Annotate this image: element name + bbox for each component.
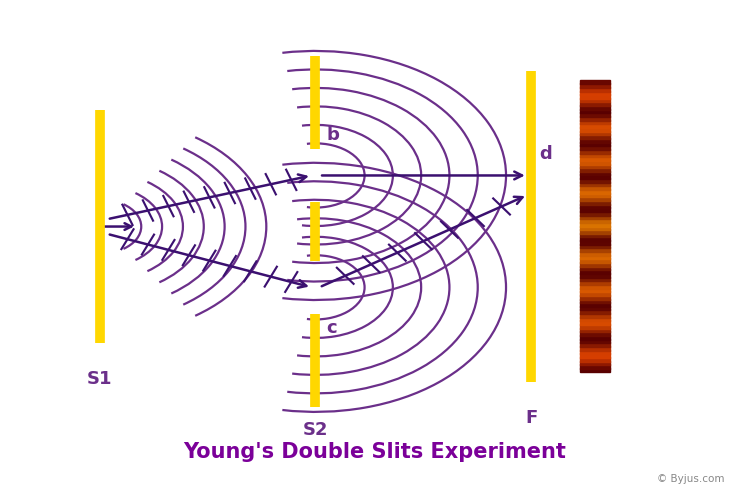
Bar (580, 91, 610, 95)
Bar (580, 320, 610, 325)
Bar (580, 346, 610, 351)
Bar (580, 269, 610, 274)
Bar (580, 98, 610, 102)
Bar (580, 200, 610, 205)
Bar (580, 171, 610, 176)
Bar (580, 342, 610, 347)
Bar (580, 357, 610, 362)
Bar (580, 127, 610, 132)
Bar (580, 178, 610, 183)
Bar (580, 240, 610, 245)
Bar (580, 189, 610, 194)
Bar (580, 207, 610, 212)
Bar (580, 116, 610, 121)
Bar (580, 273, 610, 277)
Bar (580, 87, 610, 92)
Bar (580, 105, 610, 110)
Bar (580, 211, 610, 215)
Bar (580, 123, 610, 128)
Bar (580, 251, 610, 256)
Bar (580, 350, 610, 354)
Bar (580, 324, 610, 329)
Bar (580, 218, 610, 223)
Bar (580, 182, 610, 186)
Bar (580, 153, 610, 157)
Bar (580, 266, 610, 270)
Bar (580, 302, 610, 307)
Bar (580, 215, 610, 219)
Bar (580, 262, 610, 267)
Bar (580, 163, 610, 168)
Bar (580, 328, 610, 332)
Text: S2: S2 (303, 421, 328, 439)
Bar (580, 80, 610, 84)
Bar (580, 94, 610, 99)
Bar (580, 156, 610, 161)
Text: d: d (538, 145, 551, 163)
Bar (580, 313, 610, 318)
Bar (580, 193, 610, 197)
Bar (580, 101, 610, 106)
Bar (580, 291, 610, 296)
Bar (580, 309, 610, 314)
Bar (580, 149, 610, 154)
Bar (580, 277, 610, 281)
Text: S1: S1 (87, 370, 112, 388)
Bar (580, 145, 610, 150)
Bar (580, 247, 610, 252)
Bar (580, 175, 610, 179)
Bar (580, 229, 610, 234)
Bar (580, 138, 610, 143)
Bar (580, 222, 610, 226)
Bar (580, 134, 610, 139)
Bar (580, 109, 610, 114)
Bar (580, 332, 610, 336)
Bar (580, 364, 610, 369)
Bar (580, 185, 610, 190)
Bar (580, 353, 610, 358)
Bar (580, 361, 610, 365)
Text: Young's Double Slits Experiment: Young's Double Slits Experiment (184, 442, 566, 462)
Bar (580, 306, 610, 310)
Bar (580, 160, 610, 164)
Bar (580, 335, 610, 339)
Bar (580, 167, 610, 172)
Text: F: F (525, 409, 538, 427)
Bar (580, 284, 610, 289)
Bar (580, 255, 610, 259)
Bar (580, 244, 610, 248)
Bar (580, 120, 610, 124)
Text: b: b (326, 126, 340, 144)
Bar (580, 317, 610, 321)
Bar (580, 204, 610, 208)
Bar (580, 131, 610, 135)
Bar (580, 237, 610, 241)
Bar (580, 368, 610, 372)
Bar (580, 299, 610, 303)
Bar (580, 196, 610, 201)
Bar (580, 142, 610, 146)
Bar (580, 280, 610, 285)
Text: © Byjus.com: © Byjus.com (658, 474, 725, 484)
Bar (580, 338, 610, 343)
Bar (580, 113, 610, 117)
Bar (580, 288, 610, 292)
Bar (580, 225, 610, 230)
Text: c: c (326, 319, 338, 337)
Bar (580, 258, 610, 263)
Bar (580, 295, 610, 300)
Bar (580, 83, 610, 88)
Bar (580, 233, 610, 238)
